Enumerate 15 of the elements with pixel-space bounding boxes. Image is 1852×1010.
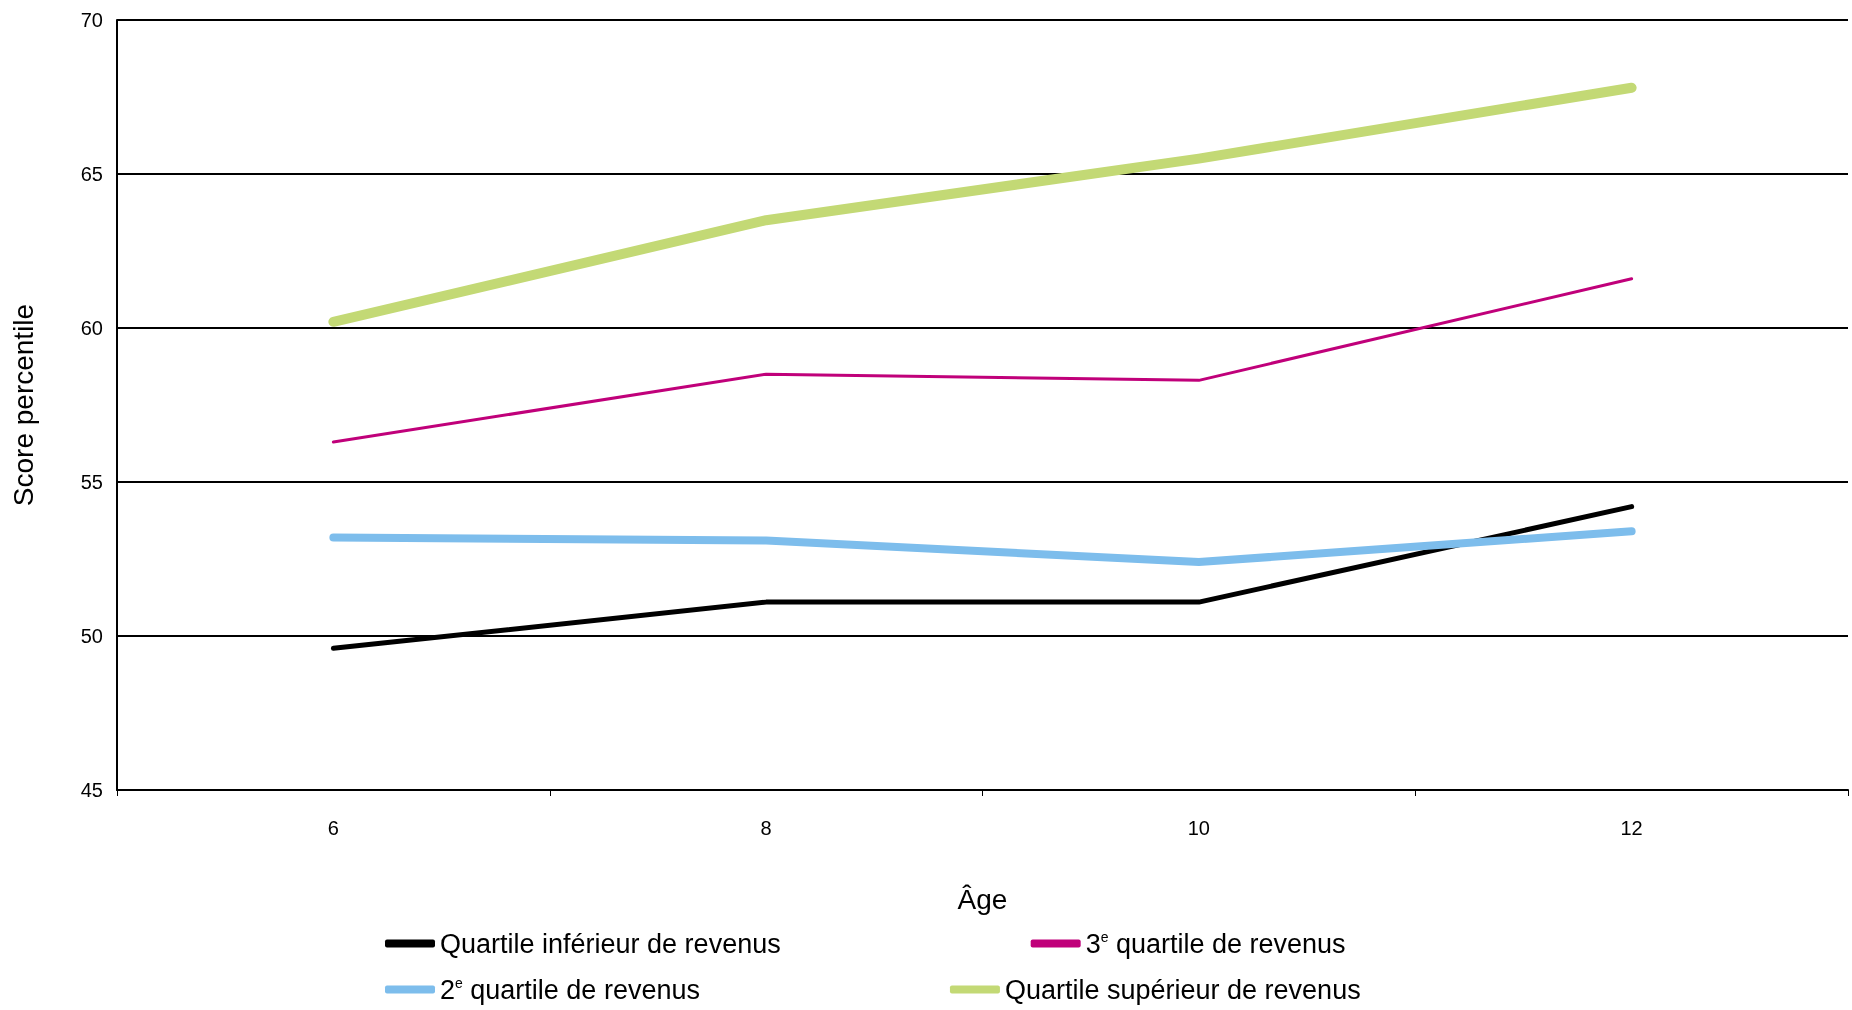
y-tick-label: 60 (80, 317, 103, 339)
legend-label: Quartile supérieur de revenus (1004, 974, 1361, 1005)
y-tick-label: 65 (80, 163, 103, 185)
x-tick-label: 8 (760, 817, 772, 839)
x-tick-label: 10 (1187, 817, 1210, 839)
x-tick-label: 6 (327, 817, 339, 839)
y-axis-title: Score percentile (7, 303, 39, 507)
y-tick-label: 50 (80, 625, 103, 647)
line-series (331, 277, 1634, 444)
x-axis-title: Âge (957, 883, 1008, 915)
legend-label: Quartile inférieur de revenus (440, 928, 781, 959)
y-tick-label: 70 (80, 9, 103, 31)
x-tick-label: 12 (1620, 817, 1643, 839)
y-tick-label: 55 (80, 471, 103, 493)
y-tick-label: 45 (80, 779, 103, 801)
